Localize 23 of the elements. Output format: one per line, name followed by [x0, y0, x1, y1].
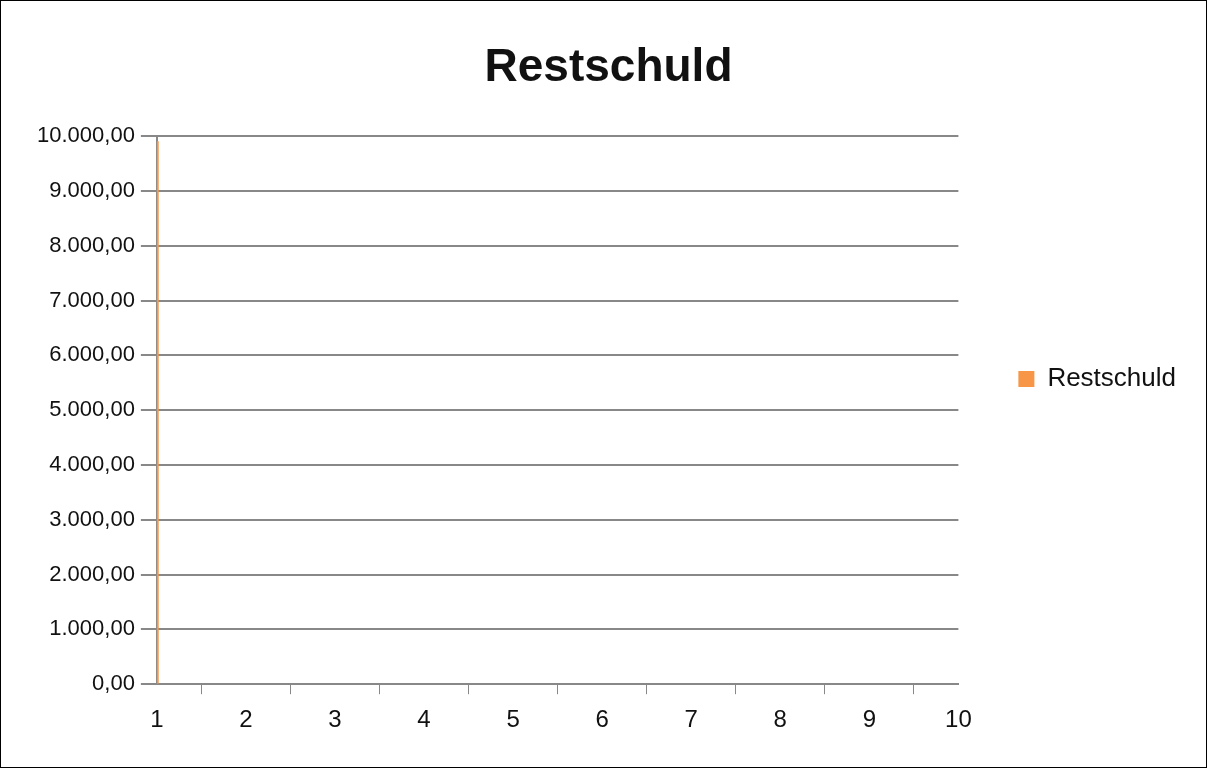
y-tick-label: 8.000,00: [49, 231, 135, 257]
y-tick-label: 1.000,00: [49, 615, 135, 641]
x-tick-label: 9: [862, 705, 877, 733]
y-tick-label: 4.000,00: [49, 451, 135, 477]
y-tick-label: 10.000,00: [37, 122, 135, 148]
y-tick-label: 6.000,00: [49, 341, 135, 367]
legend-label: Restschuld: [1047, 362, 1177, 393]
x-tick-label: 8: [773, 705, 787, 733]
x-tick-label: 6: [595, 705, 609, 733]
y-tick-label: 7.000,00: [49, 286, 135, 312]
x-tick-label: 5: [506, 705, 520, 733]
y-tick-label: 9.000,00: [49, 177, 135, 203]
y-tick-label: 3.000,00: [49, 505, 135, 531]
x-tick-label: 4: [417, 705, 431, 733]
x-tick-label: 1: [150, 705, 164, 733]
y-tick-label: 2.000,00: [49, 560, 135, 586]
x-tick-label: 7: [684, 705, 698, 733]
x-tick-label: 10: [945, 705, 972, 733]
chart-title: Restschuld: [484, 39, 733, 92]
y-tick-label: 5.000,00: [49, 396, 135, 422]
x-tick-label: 3: [328, 705, 342, 733]
x-tick-label: 2: [239, 705, 253, 733]
y-tick-label: 0,00: [92, 670, 135, 696]
